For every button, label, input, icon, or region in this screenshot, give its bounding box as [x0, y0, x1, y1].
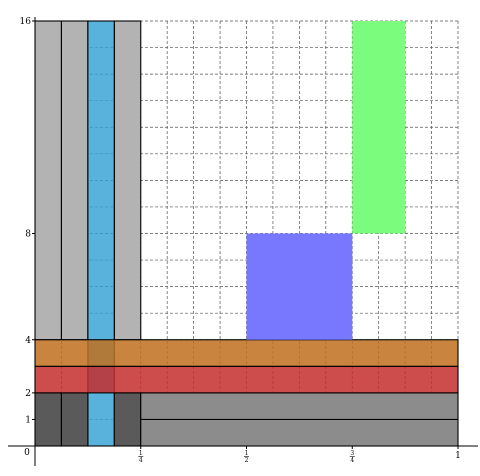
gray-cell: [60, 20, 89, 341]
gray-cell: [34, 20, 62, 341]
x-tick-denominator: 4: [350, 457, 354, 464]
x-tick-numerator: 1: [139, 450, 143, 457]
x-tick-denominator: 2: [245, 457, 249, 464]
x-tick-label: 1: [455, 451, 461, 461]
x-tick-denominator: 4: [139, 457, 143, 464]
y-tick-label: 8: [25, 230, 31, 240]
gray-cell: [113, 20, 142, 341]
gray-strip: [140, 418, 459, 447]
dark-cell: [34, 392, 62, 447]
origin-label: 0: [24, 448, 30, 458]
gray-strip: [140, 392, 459, 420]
x-tick-numerator: 1: [245, 450, 249, 457]
y-tick-label: 1: [25, 415, 31, 425]
y-tick-label: 4: [25, 336, 31, 346]
y-tick-label: 16: [20, 17, 32, 27]
axes: [8, 17, 478, 466]
blue-rect: [246, 233, 353, 340]
y-tick-label: 2: [25, 389, 31, 399]
orange-band: [34, 339, 459, 367]
x-tick-numerator: 3: [350, 450, 354, 457]
red-band: [34, 365, 459, 394]
green-rect: [352, 21, 406, 234]
dark-cell: [113, 392, 142, 447]
region-layer: [34, 20, 459, 447]
dark-cell: [60, 392, 89, 447]
